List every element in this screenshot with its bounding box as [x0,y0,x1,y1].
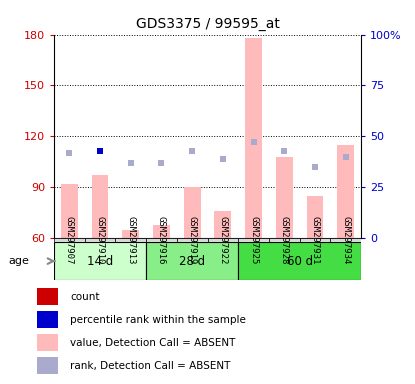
Text: GSM297913: GSM297913 [126,216,135,264]
Bar [307,196,323,238]
Bar [37,311,58,328]
Title: GDS3375 / 99595_at: GDS3375 / 99595_at [136,17,279,31]
Bar [300,238,330,242]
Text: GSM297928: GSM297928 [280,216,289,264]
Bar [37,357,58,374]
Bar [92,175,108,238]
Text: GSM297907: GSM297907 [65,216,74,264]
Bar [269,238,300,242]
Bar [37,288,58,305]
Bar [61,184,78,238]
Bar [276,157,293,238]
Text: rank, Detection Call = ABSENT: rank, Detection Call = ABSENT [70,361,230,371]
Text: 28 d: 28 d [179,255,205,268]
Bar [184,187,200,238]
Bar [215,211,231,238]
Bar [146,238,177,242]
Text: value, Detection Call = ABSENT: value, Detection Call = ABSENT [70,338,235,348]
Text: count: count [70,291,99,302]
Text: GSM297925: GSM297925 [249,216,258,264]
Text: GSM297910: GSM297910 [95,216,105,264]
Bar [238,242,361,280]
Text: GSM297919: GSM297919 [188,216,197,264]
Text: GSM297934: GSM297934 [341,216,350,264]
Bar [146,242,238,280]
Bar [122,230,139,238]
Bar [330,238,361,242]
Bar [54,238,85,242]
Bar [115,238,146,242]
Bar [153,225,170,238]
Bar [85,238,115,242]
Bar [177,238,208,242]
Text: 14 d: 14 d [87,255,113,268]
Bar [337,145,354,238]
Text: percentile rank within the sample: percentile rank within the sample [70,314,246,325]
Text: GSM297916: GSM297916 [157,216,166,264]
Text: age: age [8,256,29,266]
Bar [37,334,58,351]
Bar [208,238,238,242]
Text: 60 d: 60 d [287,255,312,268]
Bar [245,38,262,238]
Bar [54,242,146,280]
Text: GSM297931: GSM297931 [310,216,320,264]
Text: GSM297922: GSM297922 [218,216,227,264]
Bar [238,238,269,242]
